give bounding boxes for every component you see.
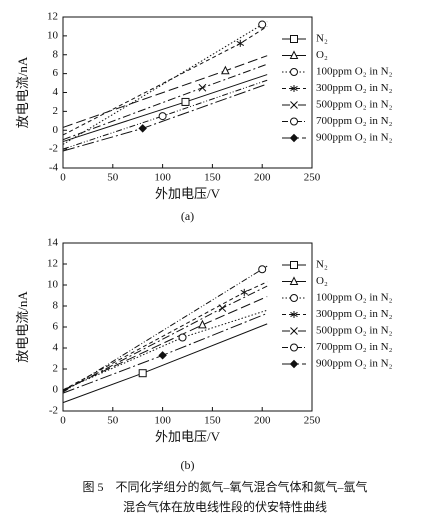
y-tick-label: -2 (49, 405, 58, 417)
y-tick-label: -4 (49, 162, 59, 174)
y-tick-label: 6 (53, 321, 59, 333)
x-tick-label: 50 (107, 172, 119, 184)
y-axis-label: 放电电流/nA (15, 56, 30, 128)
y-tick-label: 12 (47, 11, 58, 23)
legend-label: 500ppm O₂ in N₂ (316, 99, 393, 111)
marker (290, 343, 298, 352)
series-line (62, 296, 268, 391)
marker (138, 369, 147, 378)
y-tick-label: 14 (47, 237, 59, 249)
y-tick-label: 0 (53, 124, 59, 136)
series-line (62, 309, 268, 391)
series-line (62, 285, 268, 392)
y-tick-label: 4 (53, 342, 59, 354)
marker (289, 133, 299, 143)
legend-label: 700ppm O₂ in N₂ (316, 341, 393, 353)
legend-label: N₂ (316, 259, 328, 271)
x-tick-label: 150 (204, 415, 221, 427)
series-line (62, 323, 268, 404)
y-tick-label: 0 (53, 384, 59, 396)
legend-label: 300ppm O₂ in N₂ (316, 308, 393, 320)
series-line (62, 21, 268, 145)
legend-label: 300ppm O₂ in N₂ (316, 82, 393, 94)
marker (290, 85, 298, 92)
series-line (62, 312, 268, 394)
plot-frame (62, 16, 313, 169)
y-tick-label: 10 (47, 29, 59, 41)
marker (240, 288, 249, 296)
legend-label: O₂ (316, 275, 328, 287)
legend-label: 100ppm O₂ in N₂ (316, 292, 393, 304)
marker (290, 261, 298, 269)
legend-label: 700ppm O₂ in N₂ (316, 115, 393, 127)
chart-caption: (b) (181, 458, 195, 472)
marker (289, 359, 299, 369)
y-tick-label: 12 (47, 258, 58, 270)
marker (138, 124, 147, 133)
y-tick-label: 8 (53, 300, 59, 312)
chart-caption: (a) (181, 209, 194, 223)
x-tick-label: 150 (204, 172, 221, 184)
x-axis-label: 外加电压/V (155, 429, 221, 444)
marker (218, 304, 227, 312)
marker (158, 112, 167, 121)
x-tick-label: 200 (254, 172, 271, 184)
marker (198, 319, 207, 329)
x-tick-label: 0 (60, 172, 66, 184)
marker (198, 83, 207, 92)
series-line (62, 265, 268, 393)
marker (290, 294, 298, 302)
y-tick-label: 2 (53, 363, 59, 375)
legend-label: N₂ (316, 33, 328, 45)
x-tick-label: 100 (154, 415, 171, 427)
marker (258, 20, 267, 29)
marker (290, 68, 298, 76)
x-tick-label: 200 (254, 415, 271, 427)
marker (181, 97, 190, 106)
marker (289, 50, 299, 59)
marker (290, 117, 298, 126)
y-tick-label: 4 (53, 86, 59, 98)
x-axis-label: 外加电压/V (155, 186, 221, 201)
y-axis-label: 放电电流/nA (15, 291, 30, 363)
marker (289, 276, 299, 285)
x-tick-label: 0 (60, 415, 66, 427)
marker (158, 351, 167, 360)
series-line (62, 63, 268, 141)
y-tick-label: 6 (53, 67, 59, 79)
x-tick-label: 100 (154, 172, 171, 184)
x-tick-label: 50 (107, 415, 119, 427)
x-tick-label: 250 (304, 172, 321, 184)
marker (290, 35, 298, 43)
series-line (62, 74, 268, 143)
y-tick-label: 2 (53, 105, 59, 117)
figure-caption: 混合气体在放电线性段的伏安特性曲线 (123, 499, 327, 514)
figure-caption: 图 5 不同化学组分的氮气–氧气混合气体和氮气–氩气 (82, 479, 367, 494)
marker (178, 333, 187, 342)
legend-label: 900ppm O₂ in N₂ (316, 358, 393, 370)
marker (258, 265, 267, 274)
legend-label: 900ppm O₂ in N₂ (316, 132, 393, 144)
legend-label: O₂ (316, 49, 328, 61)
marker (236, 39, 245, 47)
y-tick-label: 8 (53, 48, 59, 60)
x-tick-label: 250 (304, 415, 321, 427)
y-tick-label: 10 (47, 279, 59, 291)
marker (221, 65, 230, 75)
marker (290, 101, 298, 109)
legend-label: 100ppm O₂ in N₂ (316, 66, 393, 78)
legend-label: 500ppm O₂ in N₂ (316, 325, 393, 337)
y-tick-label: -2 (49, 143, 58, 155)
marker (290, 311, 298, 318)
marker (290, 327, 298, 335)
plot-frame (62, 242, 313, 412)
